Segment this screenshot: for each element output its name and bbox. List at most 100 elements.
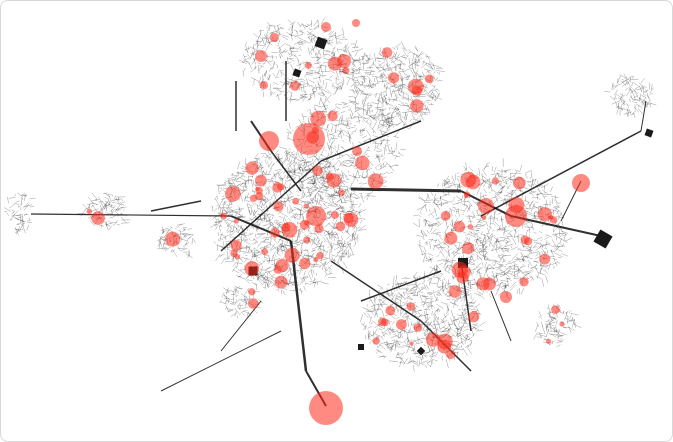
edge xyxy=(357,112,361,116)
edge xyxy=(310,185,314,189)
edge xyxy=(279,55,281,59)
edge xyxy=(350,61,356,68)
edge xyxy=(489,178,491,185)
edge xyxy=(382,97,388,106)
edge xyxy=(467,200,473,207)
edge xyxy=(371,320,377,325)
edge xyxy=(274,169,282,171)
edge xyxy=(366,155,371,157)
edge xyxy=(251,77,259,82)
edge xyxy=(351,131,356,133)
edge xyxy=(286,128,292,134)
edge xyxy=(253,58,257,65)
edge xyxy=(555,199,558,204)
edge xyxy=(267,76,270,81)
edge xyxy=(423,113,426,115)
edge xyxy=(258,261,263,265)
edge xyxy=(312,249,316,251)
edge xyxy=(285,149,289,155)
edge xyxy=(274,171,279,178)
edge xyxy=(266,26,269,29)
edge xyxy=(243,277,250,284)
edge xyxy=(396,107,400,111)
edge xyxy=(459,209,464,211)
edge xyxy=(340,146,346,151)
edge xyxy=(383,116,387,125)
edge xyxy=(362,104,366,108)
edge xyxy=(297,222,301,224)
edge xyxy=(327,231,330,238)
edge xyxy=(541,189,549,195)
edge xyxy=(289,208,291,215)
edge xyxy=(457,201,461,204)
edge xyxy=(626,112,628,117)
edge xyxy=(398,64,402,67)
edge xyxy=(403,50,407,56)
edge xyxy=(626,89,631,97)
edge xyxy=(235,215,242,217)
edge xyxy=(225,235,227,240)
edge xyxy=(280,71,282,77)
edge xyxy=(406,361,413,364)
edge xyxy=(264,277,271,283)
edge xyxy=(391,119,394,128)
edge xyxy=(253,33,260,39)
edge xyxy=(297,194,300,196)
edge xyxy=(513,271,516,274)
edge xyxy=(403,96,413,101)
edge xyxy=(239,177,245,181)
edge xyxy=(349,242,351,249)
edge xyxy=(216,184,222,190)
edge xyxy=(315,85,318,92)
edge xyxy=(276,252,281,257)
edge xyxy=(100,224,103,229)
edge xyxy=(268,181,271,184)
edge xyxy=(110,208,115,215)
edge xyxy=(428,95,434,98)
edge xyxy=(234,212,239,216)
edge xyxy=(369,124,372,127)
edge xyxy=(290,91,293,98)
edge xyxy=(399,76,402,81)
edge xyxy=(330,258,336,262)
edge xyxy=(382,302,388,306)
edge xyxy=(293,212,298,218)
edge xyxy=(213,207,218,212)
edge xyxy=(341,207,345,210)
edge xyxy=(317,84,323,88)
edge xyxy=(524,173,527,177)
edge xyxy=(343,248,347,253)
edge xyxy=(508,272,517,277)
edge xyxy=(499,270,505,272)
edge xyxy=(270,246,277,251)
edge xyxy=(381,75,386,80)
edge xyxy=(334,247,339,251)
edge xyxy=(460,304,464,308)
edge xyxy=(270,243,272,247)
edge xyxy=(325,123,329,131)
edge xyxy=(470,231,472,235)
edge xyxy=(250,249,254,257)
edge xyxy=(412,70,418,76)
edge xyxy=(398,67,404,71)
edge xyxy=(328,198,332,204)
edge xyxy=(181,238,189,242)
edge xyxy=(289,161,294,167)
edge xyxy=(257,272,260,281)
edge xyxy=(481,242,485,249)
edge xyxy=(308,117,310,123)
edge xyxy=(296,46,302,51)
edge xyxy=(455,195,462,200)
edge xyxy=(419,293,423,301)
edge xyxy=(317,190,323,194)
edge xyxy=(216,203,219,206)
edge xyxy=(413,214,419,217)
edge xyxy=(496,243,498,246)
edge xyxy=(544,269,549,275)
edge xyxy=(273,156,277,161)
edge xyxy=(338,240,341,249)
edge xyxy=(246,192,249,198)
edge xyxy=(276,289,280,292)
edge xyxy=(271,192,276,198)
edge xyxy=(279,177,284,179)
